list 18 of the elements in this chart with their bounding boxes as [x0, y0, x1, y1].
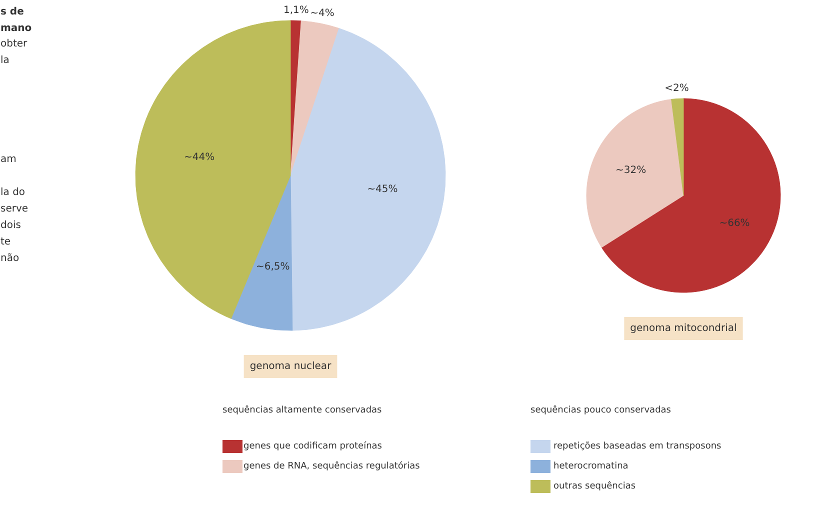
legend-label: genes de RNA, sequências regulatórias — [244, 460, 420, 472]
legend-label: outras sequências — [554, 480, 636, 492]
data-label: ~44% — [184, 152, 215, 163]
legend-label: heterocromatina — [554, 462, 628, 472]
data-label: ~32% — [616, 165, 646, 176]
text: sequências pouco conservadas — [530, 404, 672, 416]
data-label: ~66% — [719, 218, 750, 230]
data-label: 1,1% — [283, 5, 309, 16]
data-label: ~45% — [367, 184, 398, 196]
text: sequências altamente conservadas — [222, 404, 382, 416]
legend-label: repetições baseadas em transposons — [554, 442, 722, 452]
text: genoma mitocondrial — [630, 323, 737, 334]
data-label: <2% — [664, 83, 689, 94]
legend-label: genes que codificam proteínas — [244, 440, 382, 452]
data-label: ~4% — [310, 8, 334, 20]
text: obter la am la do serve dois te não — [0, 38, 28, 264]
text: genoma nuclear — [250, 361, 332, 372]
data-label: ~6,5% — [256, 261, 290, 272]
